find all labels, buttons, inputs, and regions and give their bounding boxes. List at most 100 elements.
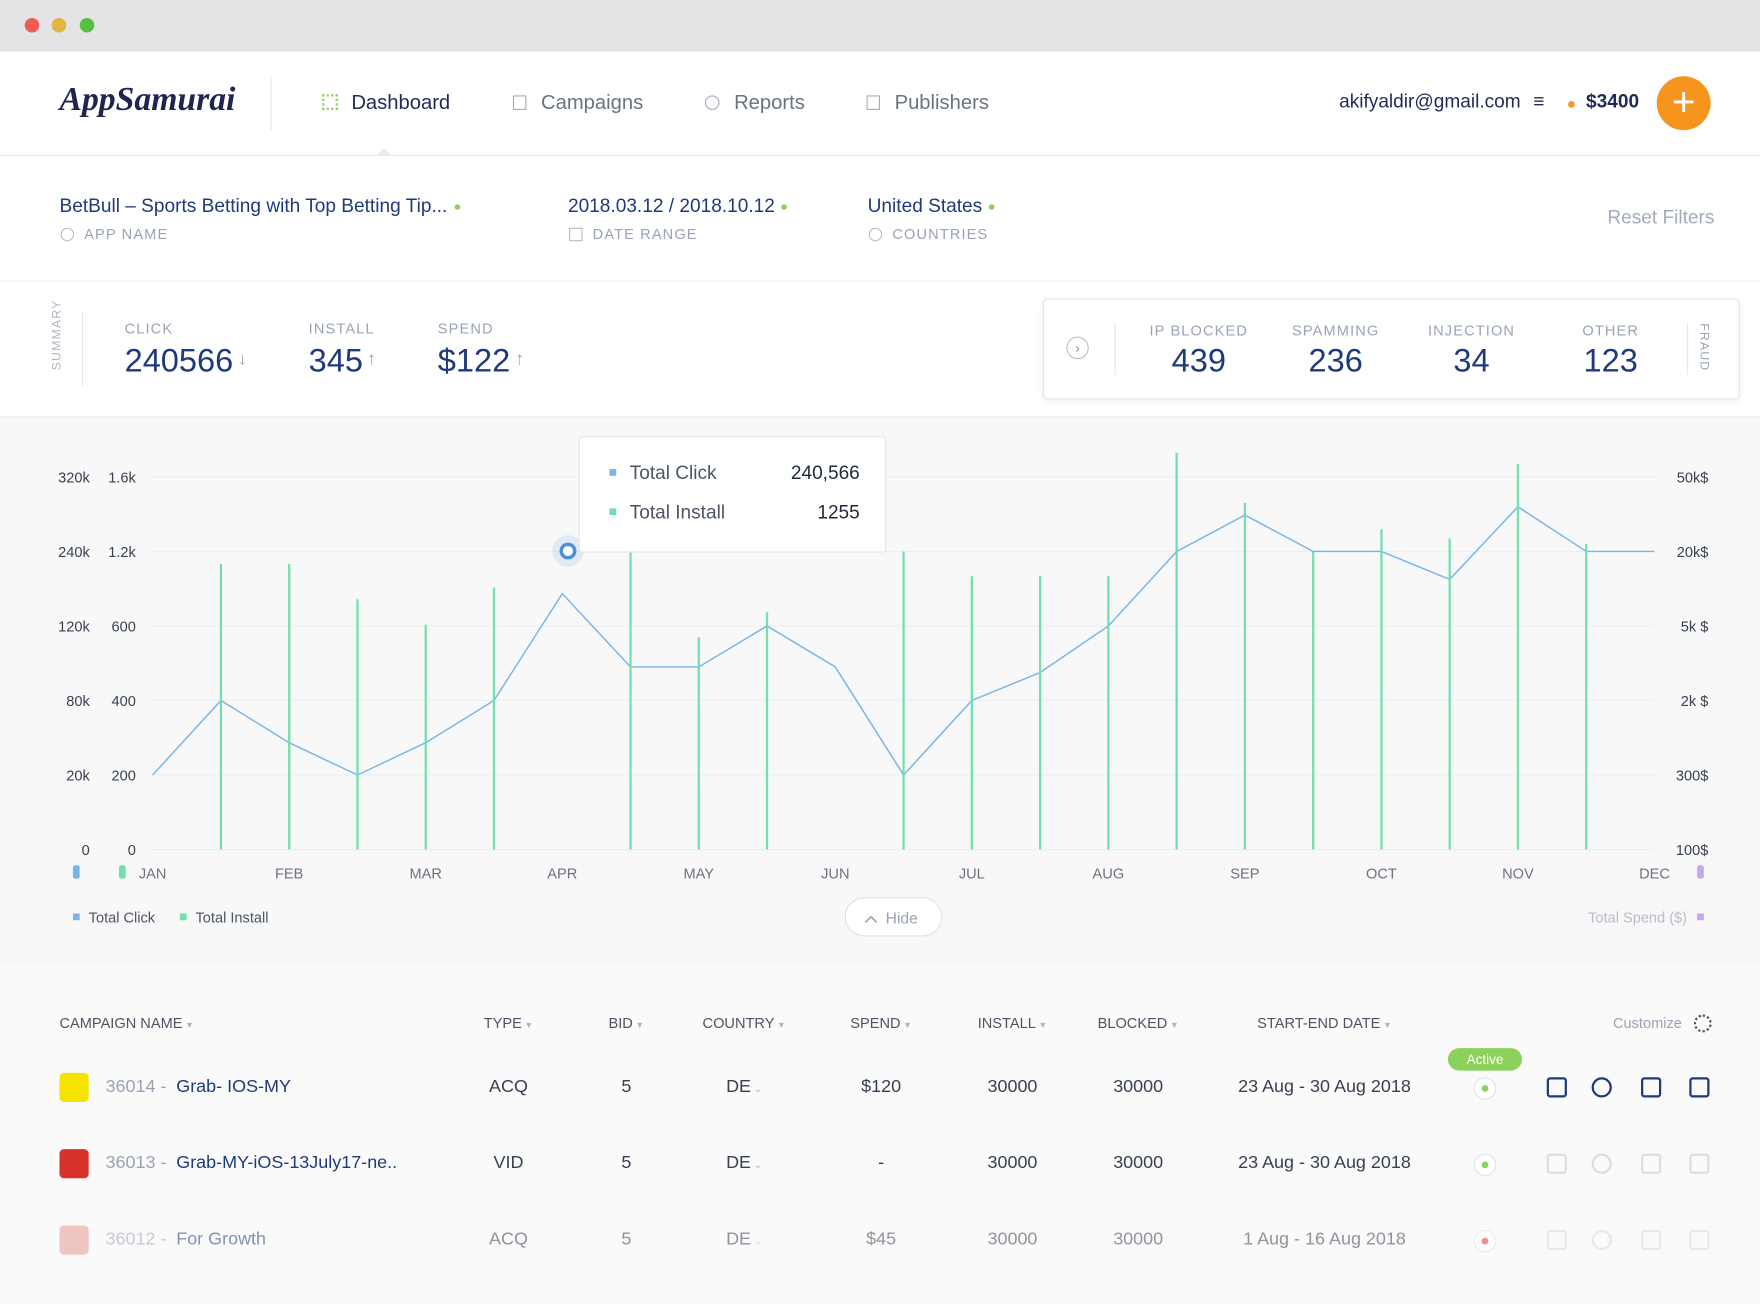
fraud-label: INJECTION [1427, 322, 1516, 339]
column-header[interactable]: CAMPAIGN NAME ▼ [59, 1014, 194, 1032]
tooltip-swatch [609, 508, 617, 516]
action-icon[interactable] [1689, 1229, 1710, 1251]
balance: $3400 [1586, 90, 1640, 113]
column-header[interactable]: SPEND ▼ [850, 1014, 912, 1032]
x-tick-label: JUL [959, 867, 985, 883]
cell: 23 Aug - 30 Aug 2018 [1238, 1077, 1411, 1097]
column-header[interactable]: COUNTRY ▼ [702, 1014, 786, 1032]
action-icon[interactable] [1641, 1077, 1662, 1098]
campaign-name[interactable]: For Growth [176, 1229, 267, 1250]
tooltip-value: 1255 [817, 502, 859, 523]
add-button[interactable]: + [1656, 76, 1711, 131]
action-icon[interactable] [1546, 1153, 1567, 1174]
action-icon[interactable] [1546, 1229, 1567, 1251]
y-tick-label: 50k$ [1677, 471, 1709, 487]
action-icon[interactable] [1689, 1153, 1710, 1174]
axis-key [118, 865, 126, 879]
cell: ACQ [489, 1077, 528, 1097]
cell: DE ⌄ [726, 1153, 763, 1173]
action-icon[interactable] [1641, 1229, 1662, 1251]
filter-label: DATE RANGE [592, 225, 698, 243]
summary-label: SPEND [437, 319, 494, 337]
campaign-name[interactable]: Grab-MY-iOS-13July17-ne.. [176, 1153, 398, 1173]
action-icon[interactable] [1689, 1077, 1710, 1098]
y-tick-label: 20k [66, 769, 90, 785]
column-header[interactable]: TYPE ▼ [483, 1014, 534, 1032]
fraud-value: 34 [1453, 343, 1490, 380]
sep: - [160, 1153, 167, 1173]
action-icon[interactable] [1591, 1077, 1612, 1098]
tooltip-label: Total Install [630, 502, 725, 523]
email[interactable]: akifyaldir@gmail.com [1339, 90, 1521, 113]
tooltip-value: 240,566 [791, 463, 860, 484]
customize[interactable]: Customize [1612, 1014, 1682, 1032]
status-dot [1481, 1237, 1489, 1245]
column-header[interactable]: INSTALL ▼ [977, 1014, 1048, 1032]
cell: 30000 [987, 1153, 1038, 1173]
cell: 5 [621, 1077, 632, 1097]
hide-label: Hide [886, 911, 919, 928]
filter-value: 2018.03.12 / 2018.10.12 [567, 195, 775, 217]
hide-button[interactable] [844, 897, 943, 937]
nav-item[interactable]: Reports [734, 90, 805, 114]
cell: 30000 [1113, 1077, 1164, 1097]
summary-value: $122 [437, 343, 511, 380]
tooltip-swatch [609, 469, 617, 476]
y-tick-label: 20k$ [1677, 545, 1709, 561]
column-header[interactable]: START-END DATE ▼ [1257, 1014, 1392, 1032]
legend-swatch [72, 913, 80, 921]
axis-key [72, 865, 80, 879]
y-tick-label: 120k [58, 620, 90, 636]
nav-item[interactable]: Publishers [894, 90, 989, 114]
x-tick-label: APR [547, 867, 577, 883]
tooltip-label: Total Click [630, 463, 717, 484]
fraud-value: 439 [1171, 343, 1226, 380]
y-tick-label: 0 [82, 843, 90, 859]
action-icon[interactable] [1591, 1229, 1612, 1251]
cell: - [878, 1153, 885, 1173]
x-tick-label: AUG [1093, 867, 1125, 883]
campaign-name[interactable]: Grab- IOS-MY [176, 1077, 291, 1097]
filter-label: COUNTRIES [892, 225, 989, 243]
summary-label: CLICK [124, 319, 174, 337]
y-tick-label: 5k $ [1681, 620, 1709, 636]
column-header[interactable]: BID ▼ [608, 1014, 645, 1032]
column-header[interactable]: BLOCKED ▼ [1097, 1014, 1179, 1032]
fraud-value: 123 [1583, 343, 1638, 380]
tooltip [578, 435, 887, 553]
y-tick-label: 200 [111, 769, 135, 785]
fraud-label: SPAMMING [1292, 322, 1380, 339]
cell: 5 [621, 1229, 632, 1250]
cell: 30000 [987, 1077, 1038, 1097]
fraud-value: 236 [1308, 343, 1363, 380]
nav-item[interactable]: Campaigns [541, 90, 644, 114]
y-tick-label: 2k $ [1681, 694, 1709, 710]
legend-swatch [179, 913, 187, 921]
x-tick-label: NOV [1502, 867, 1534, 883]
status-dot [1481, 1085, 1489, 1092]
sep: - [160, 1229, 167, 1250]
x-tick-label: FEB [275, 867, 303, 883]
y-tick-label: 1.6k [108, 471, 136, 487]
legend-label: Total Spend ($) [1588, 910, 1687, 926]
y-tick-label: 320k [58, 471, 90, 487]
y-tick-label: 400 [111, 694, 135, 710]
cell: 23 Aug - 30 Aug 2018 [1238, 1153, 1411, 1173]
nav-item[interactable]: Dashboard [351, 90, 451, 114]
x-tick-label: OCT [1366, 867, 1397, 883]
action-icon[interactable] [1641, 1153, 1662, 1174]
action-icon[interactable] [1546, 1077, 1567, 1098]
app-icon [59, 1072, 89, 1103]
reset-filters[interactable]: Reset Filters [1607, 206, 1715, 228]
logo: AppSamurai [59, 80, 236, 118]
x-tick-label: MAR [410, 867, 442, 883]
status-dot [1481, 1161, 1489, 1169]
filter-icon [569, 227, 583, 242]
sep: - [160, 1077, 167, 1097]
y-tick-label: 80k [66, 694, 90, 710]
action-icon[interactable] [1591, 1153, 1612, 1174]
x-tick-label: JAN [139, 867, 167, 883]
